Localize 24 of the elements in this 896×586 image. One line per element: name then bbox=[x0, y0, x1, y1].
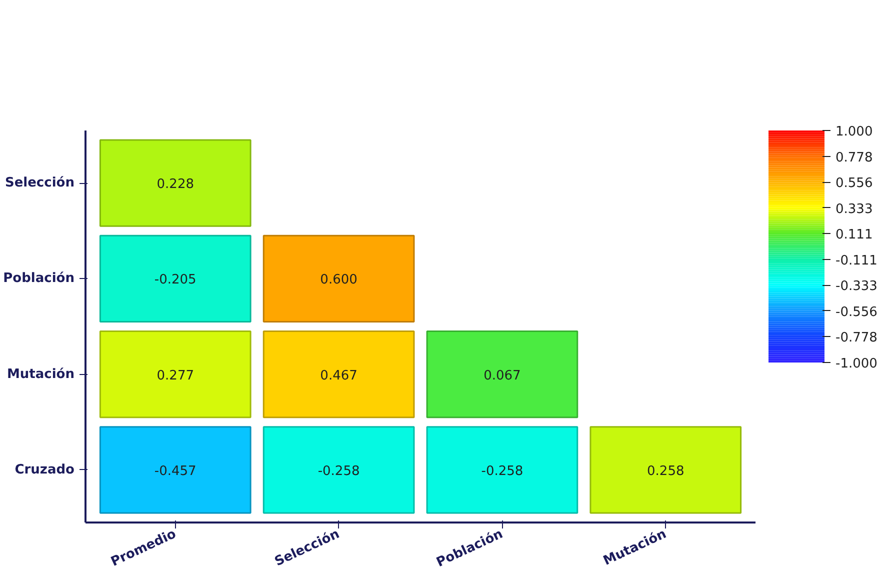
color-bar-label: -0.556 bbox=[836, 304, 878, 320]
color-bar-label: 0.778 bbox=[836, 150, 873, 166]
color-bar-label: 0.111 bbox=[836, 228, 873, 243]
data-label: -0.258 bbox=[318, 464, 360, 479]
color-bar-label: 0.556 bbox=[836, 176, 873, 192]
color-bar-label: 0.333 bbox=[836, 202, 873, 217]
y-tick-label: Mutación bbox=[6, 366, 75, 382]
data-label: 0.258 bbox=[647, 464, 684, 479]
color-bar-label: -0.111 bbox=[836, 253, 878, 268]
y-tick-label: Selección bbox=[4, 176, 75, 191]
color-bar-label: -0.778 bbox=[836, 330, 878, 346]
data-label: 0.277 bbox=[156, 368, 194, 384]
color-bar-label: -0.333 bbox=[836, 279, 878, 294]
color-bar-label: -1.000 bbox=[836, 356, 878, 372]
data-label: 0.067 bbox=[484, 368, 521, 384]
data-label: -0.258 bbox=[481, 464, 524, 479]
y-tick-label: Cruzado bbox=[14, 462, 75, 478]
color-bar-label: 1.000 bbox=[836, 124, 873, 140]
data-label: -0.205 bbox=[154, 272, 196, 288]
data-label: -0.457 bbox=[154, 464, 196, 479]
data-label: 0.467 bbox=[320, 368, 358, 384]
data-label: 0.600 bbox=[320, 272, 358, 288]
y-tick-label: Población bbox=[3, 271, 74, 286]
data-label: 0.228 bbox=[156, 177, 194, 192]
